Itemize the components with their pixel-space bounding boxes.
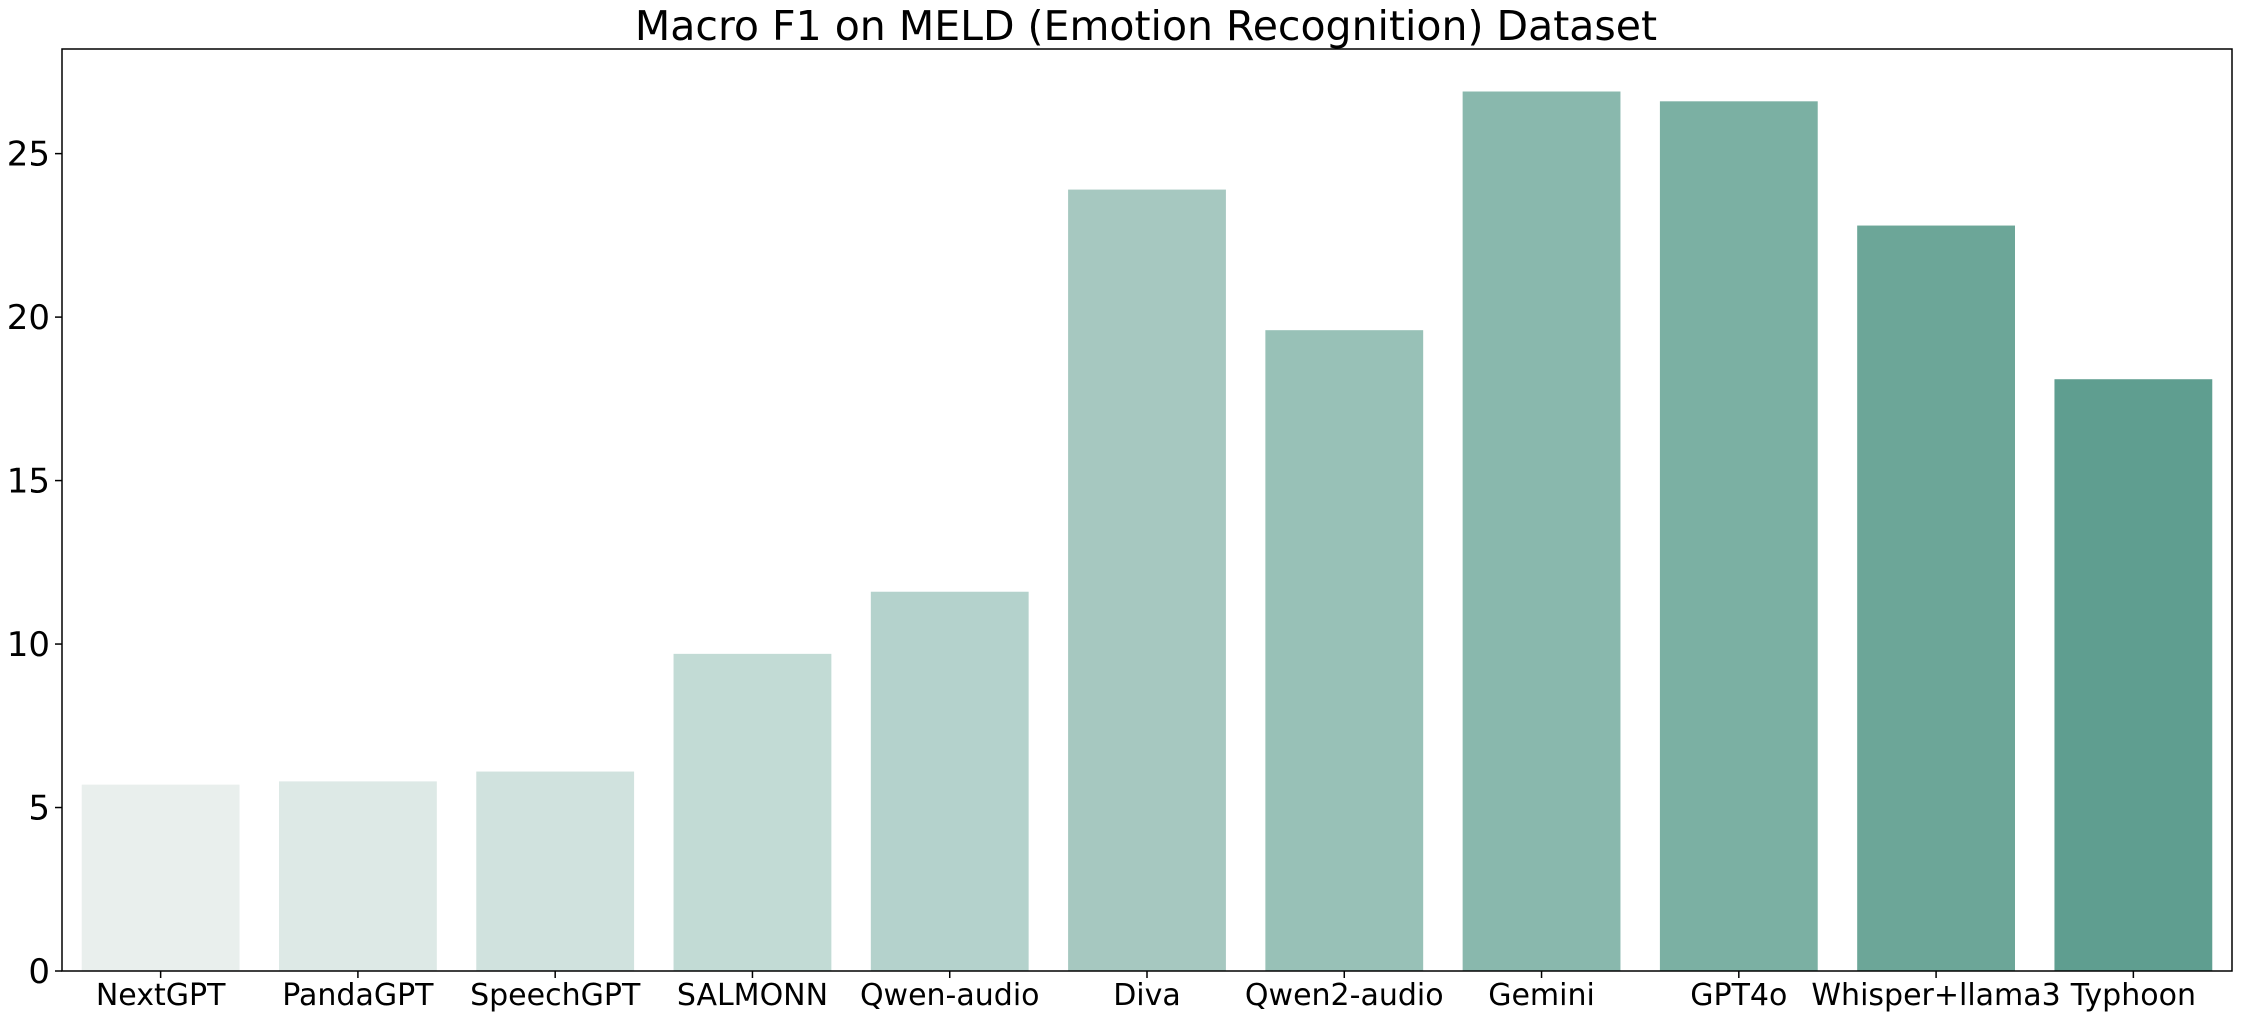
bar-speechgpt [476,771,635,971]
bar-qwen2-audio [1265,330,1424,971]
x-tick-label: Qwen2-audio [1245,978,1444,1013]
x-tick-label: SpeechGPT [470,978,641,1013]
bar-whisper-llama3 [1857,225,2015,971]
bar-gemini [1462,91,1621,972]
x-axis: NextGPT PandaGPT SpeechGPT SALMONN Qwen-audi… [96,971,2196,1013]
x-tick-label: Diva [1113,978,1181,1013]
bar-gpt4o [1659,101,1818,971]
y-tick-label: 25 [7,135,50,175]
x-tick-label: SALMONN [677,978,828,1013]
y-tick-label: 20 [7,298,50,338]
y-axis: 0 5 10 15 20 25 [7,135,62,992]
x-tick-label: Qwen-audio [860,978,1040,1013]
bar-pandagpt [279,781,437,971]
x-tick-label: GPT4o [1690,978,1787,1013]
x-tick-label: Gemini [1488,978,1595,1013]
bar-salmonn [673,653,832,971]
x-tick-label: NextGPT [96,978,226,1013]
bar-typhoon [2054,379,2213,971]
bars-group [81,91,2213,972]
chart-title: Macro F1 on MELD (Emotion Recognition) D… [635,2,1657,50]
y-tick-label: 10 [7,625,50,665]
x-tick-label: Whisper+llama3 [1811,978,2060,1013]
plot-frame [61,48,2233,972]
y-tick-label: 5 [28,789,50,829]
y-tick-label: 15 [7,462,50,502]
y-tick-label: 0 [28,952,50,992]
x-tick-label: Typhoon [2070,978,2196,1013]
x-tick-label: PandaGPT [282,978,434,1013]
bar-qwen-audio [870,591,1029,971]
bar-diva [1068,189,1226,972]
bar-nextgpt [81,784,240,971]
